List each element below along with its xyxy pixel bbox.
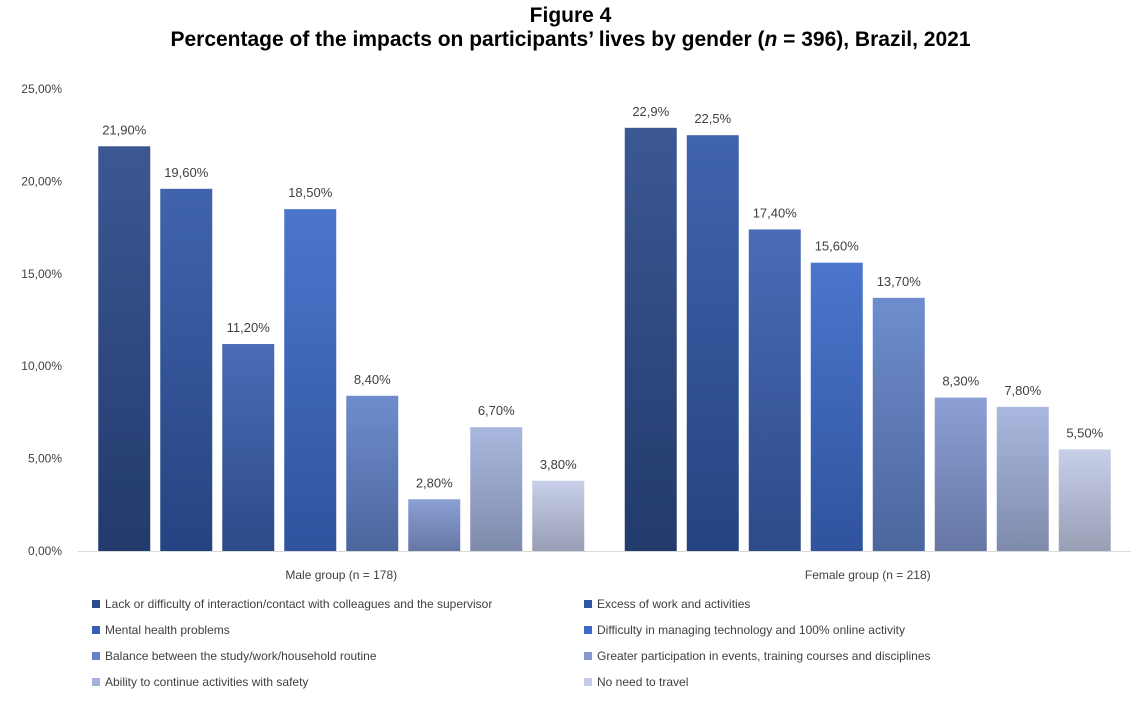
data-label: 17,40% xyxy=(753,205,798,220)
data-label: 13,70% xyxy=(877,274,922,289)
legend-item: Lack or difficulty of interaction/contac… xyxy=(92,596,584,612)
bar xyxy=(98,146,151,551)
data-label: 22,5% xyxy=(694,111,731,126)
y-tick-label: 10,00% xyxy=(21,359,62,373)
chart-title-suffix: = 396), Brazil, 2021 xyxy=(777,28,971,51)
legend-label: No need to travel xyxy=(597,675,689,689)
chart-title-prefix: Percentage of the impacts on participant… xyxy=(170,28,765,51)
legend-swatch xyxy=(92,652,100,660)
legend-swatch xyxy=(584,626,592,634)
legend-item: Ability to continue activities with safe… xyxy=(92,674,584,690)
y-tick-label: 15,00% xyxy=(21,267,62,281)
legend-label: Mental health problems xyxy=(105,623,230,637)
legend-swatch xyxy=(584,678,592,686)
data-label: 18,50% xyxy=(288,185,333,200)
y-axis: 0,00% 5,00% 10,00% 15,00% 20,00% 25,00% xyxy=(21,82,62,558)
legend-label: Difficulty in managing technology and 10… xyxy=(597,623,905,637)
bar xyxy=(810,262,863,551)
chart-title-italic: n xyxy=(764,28,778,51)
legend-label: Lack or difficulty of interaction/contac… xyxy=(105,597,493,611)
legend-item: Difficulty in managing technology and 10… xyxy=(584,622,1112,638)
legend-swatch xyxy=(92,678,100,686)
data-label: 19,60% xyxy=(164,165,209,180)
bar xyxy=(996,406,1049,551)
bar xyxy=(532,480,585,551)
bar xyxy=(748,229,801,551)
legend-label: Excess of work and activities xyxy=(597,597,751,611)
bar xyxy=(934,397,987,551)
figure-label: Figure 4 xyxy=(529,4,612,27)
bar xyxy=(222,344,275,551)
data-label: 8,30% xyxy=(942,374,979,389)
bar xyxy=(686,135,739,551)
data-label: 2,80% xyxy=(416,475,453,490)
legend-label: Greater participation in events, trainin… xyxy=(597,649,931,663)
bar xyxy=(470,427,523,551)
data-label: 3,80% xyxy=(540,457,577,472)
data-label: 11,20% xyxy=(227,320,271,335)
data-label: 21,90% xyxy=(102,122,147,137)
chart-title: Percentage of the impacts on participant… xyxy=(0,28,1141,52)
bar xyxy=(284,209,337,551)
data-label: 6,70% xyxy=(478,403,515,418)
data-label: 7,80% xyxy=(1004,383,1041,398)
legend-swatch xyxy=(92,626,100,634)
bar xyxy=(1058,449,1111,551)
legend-label: Ability to continue activities with safe… xyxy=(105,675,309,689)
y-tick-label: 5,00% xyxy=(28,452,62,466)
y-tick-label: 25,00% xyxy=(21,82,62,96)
bars xyxy=(98,127,1111,552)
data-label: 8,40% xyxy=(354,372,391,387)
bar xyxy=(408,499,461,551)
bar xyxy=(624,127,677,552)
legend-item: Excess of work and activities xyxy=(584,596,1112,612)
category-label: Female group (n = 218) xyxy=(805,568,931,582)
legend-item: No need to travel xyxy=(584,674,1112,690)
data-label: 22,9% xyxy=(632,104,669,119)
legend-item: Mental health problems xyxy=(92,622,584,638)
bar xyxy=(160,188,213,552)
y-tick-label: 0,00% xyxy=(28,544,62,558)
data-label: 5,50% xyxy=(1066,425,1103,440)
legend-swatch xyxy=(584,600,592,608)
bar-chart: 0,00% 5,00% 10,00% 15,00% 20,00% 25,00% 21,90… xyxy=(21,82,1131,582)
bar xyxy=(346,395,399,551)
legend-item: Greater participation in events, trainin… xyxy=(584,648,1112,664)
legend: Lack or difficulty of interaction/contac… xyxy=(92,596,1112,690)
y-tick-label: 20,00% xyxy=(21,174,62,188)
x-axis: Male group (n = 178) Female group (n = 21… xyxy=(78,551,1131,582)
legend-swatch xyxy=(92,600,100,608)
bar xyxy=(872,297,925,551)
data-labels: 21,90% 19,60% 11,20% 18,50% 8,40% 2,80% 6,70% 3… xyxy=(102,104,1103,490)
data-label: 15,60% xyxy=(815,239,860,254)
category-label: Male group (n = 178) xyxy=(285,568,397,582)
legend-label: Balance between the study/work/household… xyxy=(105,649,377,663)
legend-item: Balance between the study/work/household… xyxy=(92,648,584,664)
legend-swatch xyxy=(584,652,592,660)
